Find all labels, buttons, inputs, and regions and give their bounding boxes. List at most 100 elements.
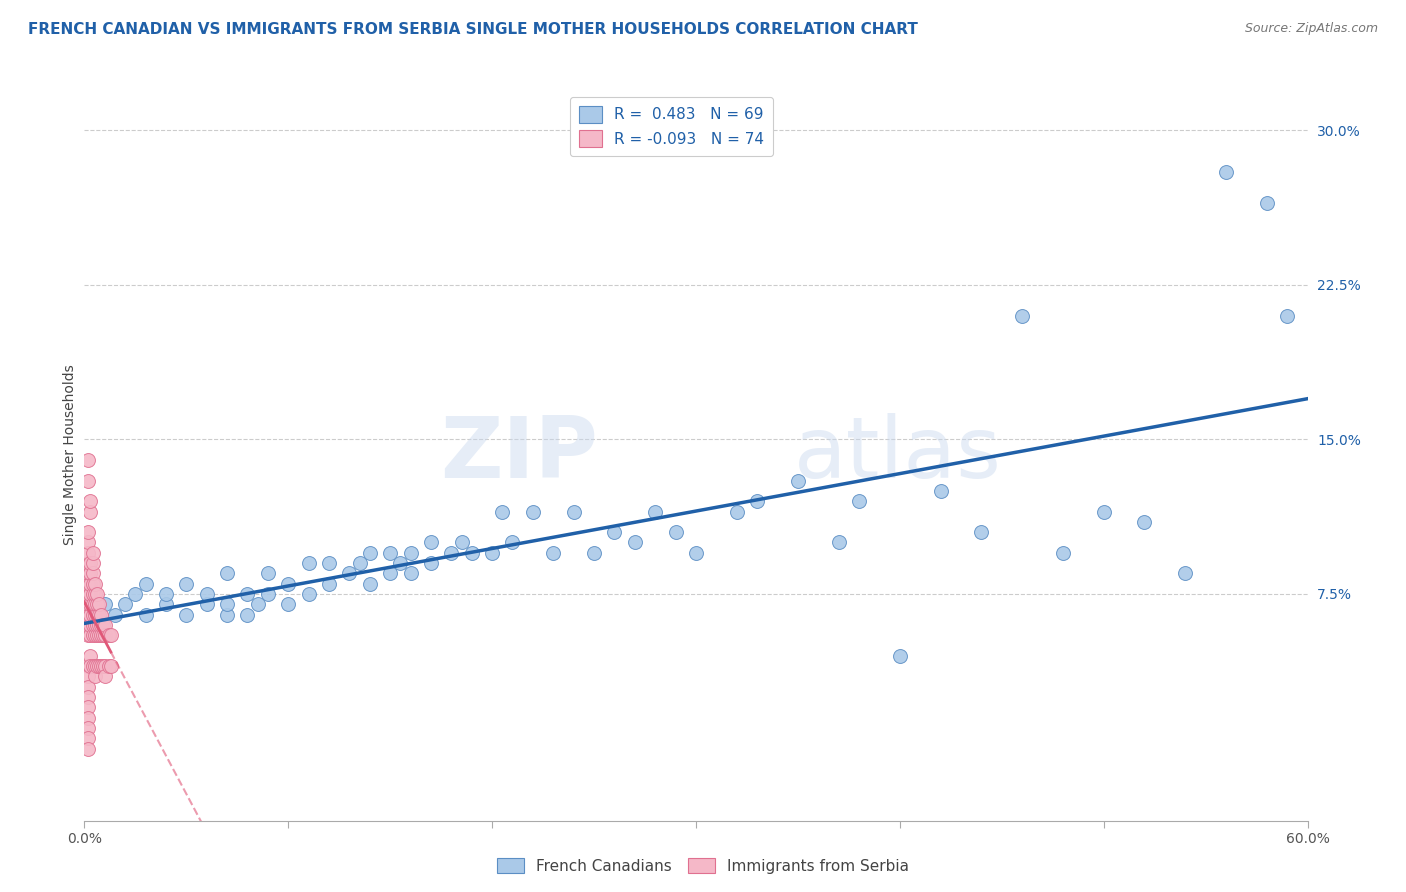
Point [77,700,100,714]
Point [848,494,870,508]
Point [889,648,911,663]
Legend: French Canadians, Immigrants from Serbia: French Canadians, Immigrants from Serbia [491,852,915,880]
Point [86,587,108,601]
Point [135,576,157,591]
Point [583,546,606,560]
Point [257,587,280,601]
Point [79,618,101,632]
Point [93,669,115,683]
Point [217,566,239,581]
Point [359,576,381,591]
Point [83,576,105,591]
Point [77,680,100,694]
Point [91,618,114,632]
Point [93,659,115,673]
Point [246,597,269,611]
Point [77,659,100,673]
Point [90,659,112,673]
Point [257,566,280,581]
Point [450,535,472,549]
Point [91,628,114,642]
Point [1256,195,1278,210]
Point [1215,164,1237,178]
Point [665,525,688,540]
Point [155,587,177,601]
Text: Source: ZipAtlas.com: Source: ZipAtlas.com [1244,22,1378,36]
Point [77,597,100,611]
Point [86,618,108,632]
Point [349,556,371,570]
Point [104,607,127,622]
Point [380,566,402,581]
Point [77,587,100,601]
Point [77,535,100,549]
Point [83,607,105,622]
Point [79,648,101,663]
Point [82,628,104,642]
Point [1011,309,1033,323]
Point [83,618,105,632]
Point [543,546,565,560]
Point [1092,505,1115,519]
Point [83,669,105,683]
Point [91,659,114,673]
Point [83,607,105,622]
Point [77,721,100,735]
Point [481,546,503,560]
Point [79,628,101,642]
Point [389,556,412,570]
Point [1133,515,1156,529]
Point [114,597,136,611]
Point [82,556,104,570]
Point [318,576,340,591]
Point [77,525,100,540]
Point [82,618,104,632]
Point [217,597,239,611]
Point [79,505,101,519]
Point [86,659,108,673]
Point [86,628,108,642]
Point [359,546,381,560]
Point [83,659,105,673]
Point [77,618,100,632]
Point [298,556,321,570]
Point [298,587,321,601]
Point [725,505,748,519]
Y-axis label: Single Mother Households: Single Mother Households [63,365,77,545]
Point [87,607,110,622]
Point [929,483,952,498]
Point [82,566,104,581]
Point [77,731,100,746]
Point [135,607,157,622]
Point [86,597,108,611]
Point [87,618,110,632]
Point [685,546,707,560]
Point [83,597,105,611]
Point [787,474,810,488]
Point [502,535,524,549]
Legend: R =  0.483   N = 69, R = -0.093   N = 74: R = 0.483 N = 69, R = -0.093 N = 74 [569,97,773,156]
Point [90,628,112,642]
Point [82,546,104,560]
Point [87,659,110,673]
Point [82,607,104,622]
Point [77,669,100,683]
Point [90,618,112,632]
Point [380,546,402,560]
Text: FRENCH CANADIAN VS IMMIGRANTS FROM SERBIA SINGLE MOTHER HOUSEHOLDS CORRELATION C: FRENCH CANADIAN VS IMMIGRANTS FROM SERBI… [28,22,918,37]
Point [124,587,146,601]
Point [970,525,993,540]
Point [828,535,851,549]
Point [79,494,101,508]
Point [77,628,100,642]
Point [562,505,585,519]
Point [79,566,101,581]
Point [97,659,120,673]
Point [100,659,122,673]
Point [174,576,197,591]
Point [77,566,100,581]
Point [522,505,544,519]
Point [83,628,105,642]
Point [90,607,112,622]
Point [1277,309,1299,323]
